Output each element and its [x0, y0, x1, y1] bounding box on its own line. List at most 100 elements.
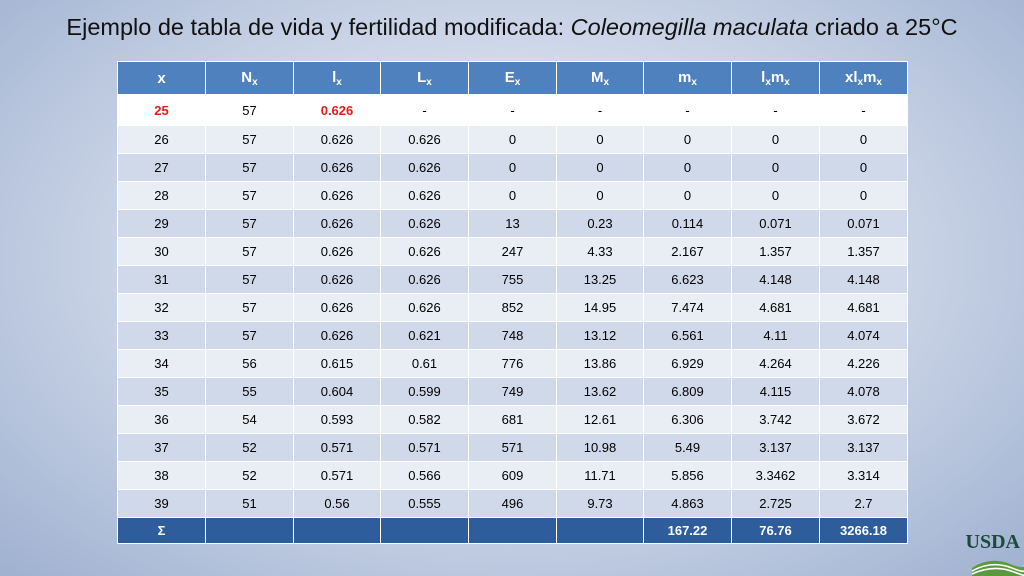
table-cell: 0.593: [293, 405, 381, 434]
table-cell: 3.3462: [731, 461, 820, 490]
table-cell: 30: [117, 237, 206, 266]
table-cell: 27: [117, 153, 206, 182]
table-cell: 0.626: [293, 265, 381, 294]
table-cell: 0: [731, 181, 820, 210]
header-text: m: [678, 68, 692, 86]
table-cell: 0.566: [380, 461, 469, 490]
table-cell: 0.071: [731, 209, 820, 238]
sum-cell: [293, 517, 381, 544]
table-cell: 57: [205, 181, 294, 210]
header-text: L: [417, 68, 427, 86]
table-cell: 0.571: [380, 433, 469, 462]
table-cell: 609: [468, 461, 557, 490]
sum-cell: [468, 517, 557, 544]
table-cell: 57: [205, 237, 294, 266]
table-cell: 31: [117, 265, 206, 294]
table-cell: 2.725: [731, 489, 820, 518]
column-header: Ex: [468, 61, 557, 95]
table-row: 30 57 0.626 0.626 247 4.33 2.167 1.357 1.357: [117, 237, 908, 266]
table-cell: 6.623: [643, 265, 732, 294]
table-cell: 0.626: [293, 321, 381, 350]
table-cell: 0.621: [380, 321, 469, 350]
table-cell: 3.672: [819, 405, 908, 434]
table-cell: 2.7: [819, 489, 908, 518]
table-cell: 11.71: [556, 461, 644, 490]
table-row: 33 57 0.626 0.621 748 13.12 6.561 4.11 4.074: [117, 321, 908, 350]
table-cell: 0.626: [293, 293, 381, 322]
table-cell: 0.582: [380, 405, 469, 434]
header-text: x: [157, 69, 166, 87]
header-subscript: x: [514, 76, 521, 88]
table-cell: -: [556, 94, 644, 126]
table-cell: 33: [117, 321, 206, 350]
table-row: 27 57 0.626 0.626 0 0 0 0 0: [117, 153, 908, 182]
table-cell: 4.11: [731, 321, 820, 350]
table-cell: 0.626: [293, 237, 381, 266]
header-subscript: x: [784, 76, 790, 88]
table-cell: 0.626: [293, 94, 381, 126]
table-cell: 6.561: [643, 321, 732, 350]
table-cell: 0: [468, 181, 557, 210]
table-cell: 0.626: [380, 293, 469, 322]
table-cell: 9.73: [556, 489, 644, 518]
table-cell: 571: [468, 433, 557, 462]
table-cell: 4.33: [556, 237, 644, 266]
table-cell: 6.809: [643, 377, 732, 406]
table-cell: 39: [117, 489, 206, 518]
table-cell: 0: [819, 153, 908, 182]
table-cell: 4.115: [731, 377, 820, 406]
table-cell: 13.12: [556, 321, 644, 350]
header-text: l: [761, 68, 766, 86]
header-subscript: x: [252, 76, 258, 88]
sum-cell: 76.76: [731, 517, 820, 544]
header-text: xl: [845, 68, 858, 86]
table-cell: 0.604: [293, 377, 381, 406]
header-text: l: [332, 68, 337, 86]
header-subscript: x: [426, 76, 432, 88]
table-cell: 0.61: [380, 349, 469, 378]
table-cell: 52: [205, 461, 294, 490]
table-cell: 57: [205, 321, 294, 350]
header-subscript: x: [876, 76, 882, 88]
table-cell: 13: [468, 209, 557, 238]
table-cell: 57: [205, 293, 294, 322]
table-cell: 57: [205, 153, 294, 182]
table-cell: 0: [468, 153, 557, 182]
header-text: N: [241, 68, 253, 86]
header-text: m: [863, 68, 877, 86]
table-cell: 0: [731, 153, 820, 182]
table-cell: 4.681: [819, 293, 908, 322]
table-cell: 0.626: [380, 153, 469, 182]
header-subscript: x: [765, 76, 771, 88]
table-cell: 0.626: [293, 181, 381, 210]
table-row: 31 57 0.626 0.626 755 13.25 6.623 4.148 4.148: [117, 265, 908, 294]
table-cell: 0: [643, 153, 732, 182]
table-cell: 51: [205, 489, 294, 518]
table-cell: 0: [556, 125, 644, 154]
table-cell: 35: [117, 377, 206, 406]
table-row: 34 56 0.615 0.61 776 13.86 6.929 4.264 4.226: [117, 349, 908, 378]
table-cell: 4.148: [819, 265, 908, 294]
table-cell: 32: [117, 293, 206, 322]
table-cell: 7.474: [643, 293, 732, 322]
header-subscript: x: [336, 76, 342, 88]
table-cell: 0.626: [380, 265, 469, 294]
table-cell: 57: [205, 94, 294, 126]
table-cell: 0: [819, 125, 908, 154]
column-header: mx: [643, 61, 732, 95]
table-cell: -: [468, 94, 557, 126]
table-cell: 5.856: [643, 461, 732, 490]
header-subscript: x: [691, 76, 697, 88]
table-cell: 0: [819, 181, 908, 210]
table-cell: 0.626: [293, 209, 381, 238]
table-cell: 3.742: [731, 405, 820, 434]
table-row: 38 52 0.571 0.566 609 11.71 5.856 3.3462 3.314: [117, 461, 908, 490]
table-cell: 0.626: [380, 181, 469, 210]
title-species: Coleomegilla maculata: [570, 14, 809, 40]
table-cell: 0.56: [293, 489, 381, 518]
table-cell: 0.571: [293, 461, 381, 490]
table-cell: 38: [117, 461, 206, 490]
table-body: 25 57 0.626- - - - - -26 57 0.626 0.626 0 0 0 0 0 27 57 0.…: [117, 94, 908, 518]
table-cell: 0.114: [643, 209, 732, 238]
table-cell: 28: [117, 181, 206, 210]
